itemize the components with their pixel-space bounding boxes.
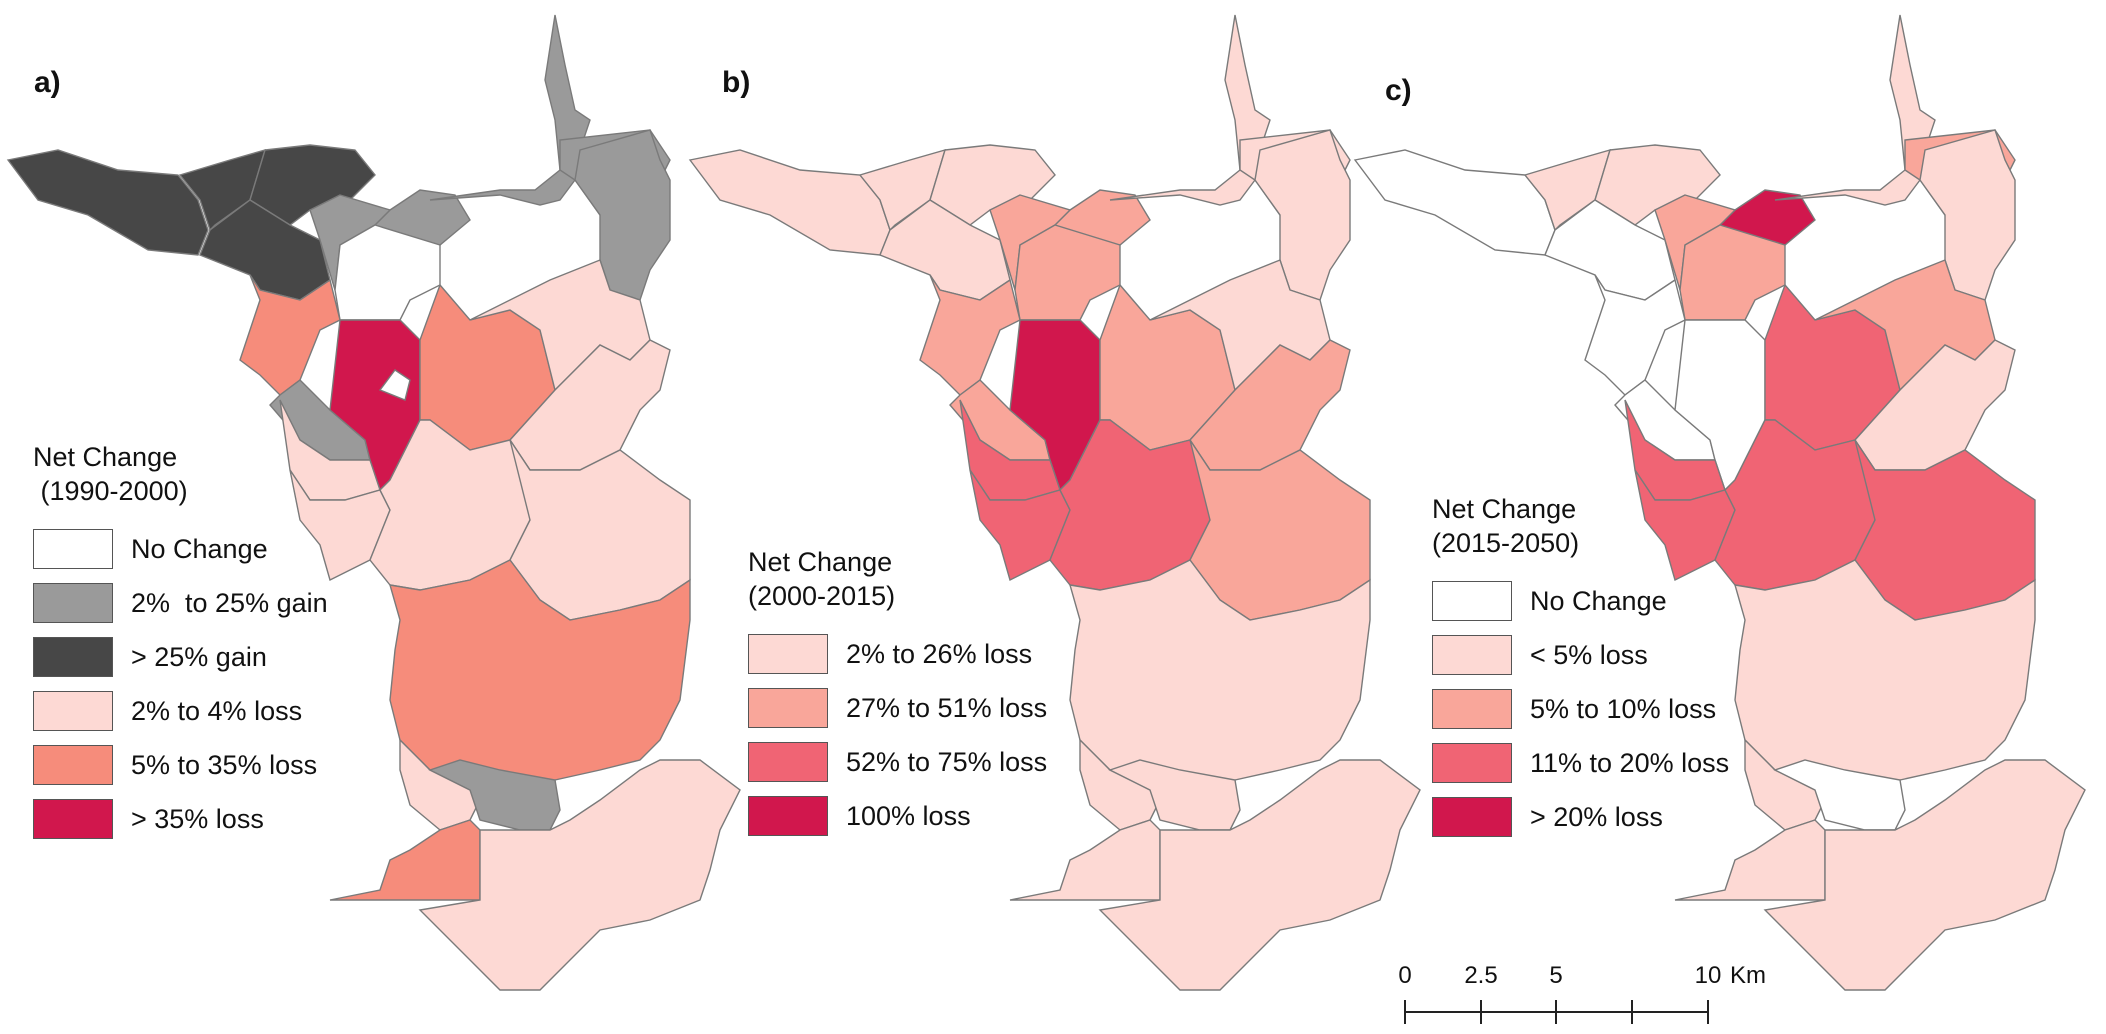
legend-period: (1990-2000) — [33, 476, 188, 506]
district — [1354, 149, 1556, 256]
district — [1109, 14, 1271, 206]
legend-label: 100% loss — [846, 800, 971, 831]
legend-period: (2000-2015) — [748, 581, 896, 611]
legend-swatch — [1432, 689, 1512, 729]
legend-swatch — [1432, 635, 1512, 675]
district — [429, 14, 591, 206]
legend-swatch — [1432, 743, 1512, 783]
legend-title: Net Change — [1432, 494, 1577, 524]
legend-label: 2% to 26% loss — [846, 638, 1033, 669]
legend-label: 2% to 25% gain — [131, 587, 328, 618]
legend-item: 5% to 10% loss — [1432, 682, 1729, 736]
legend-label: 5% to 35% loss — [131, 749, 318, 780]
legend-label: No Change — [1530, 585, 1667, 616]
legend-item: > 25% gain — [33, 630, 328, 684]
legend-swatch — [33, 745, 113, 785]
legend-label: 5% to 10% loss — [1530, 693, 1717, 724]
legend-swatch — [33, 691, 113, 731]
panel-a-map — [7, 14, 741, 991]
scale-tick-label: 5 — [1549, 962, 1563, 989]
panel-label-a: a) — [34, 66, 61, 99]
legend-item: 2% to 26% loss — [748, 627, 1047, 681]
legend-label: > 35% loss — [131, 803, 264, 834]
legend-swatch — [33, 583, 113, 623]
legend-swatch — [748, 796, 828, 836]
legend-swatch — [1432, 797, 1512, 837]
legend-swatch — [1432, 581, 1512, 621]
legend-label: < 5% loss — [1530, 639, 1648, 670]
legend-label: > 20% loss — [1530, 801, 1663, 832]
district — [689, 149, 891, 256]
legend-item: 2% to 25% gain — [33, 576, 328, 630]
scale-tick-label: 10 — [1694, 962, 1722, 989]
panel-label-b: b) — [722, 66, 751, 99]
legend-label: 27% to 51% loss — [846, 692, 1048, 723]
district — [378, 369, 411, 401]
legend-label: > 25% gain — [131, 641, 267, 672]
legend-b: Net Change (2000-2015) 2% to 26% loss 27… — [748, 545, 1047, 843]
scale-bar — [1404, 1000, 1709, 1024]
legend-item: No Change — [1432, 574, 1729, 628]
legend-swatch — [748, 688, 828, 728]
legend-item: 52% to 75% loss — [748, 735, 1047, 789]
panel-b-map — [689, 14, 1421, 991]
legend-label: No Change — [131, 533, 268, 564]
legend-item: 27% to 51% loss — [748, 681, 1047, 735]
legend-item: > 35% loss — [33, 792, 328, 846]
panel-label-c: c) — [1385, 74, 1412, 107]
legend-label: 11% to 20% loss — [1530, 747, 1730, 778]
legend-item: No Change — [33, 522, 328, 576]
legend-swatch — [33, 799, 113, 839]
legend-label: 2% to 4% loss — [131, 695, 303, 726]
legend-c: Net Change (2015-2050) No Change < 5% lo… — [1432, 492, 1729, 844]
legend-item: 11% to 20% loss — [1432, 736, 1729, 790]
legend-item: 2% to 4% loss — [33, 684, 328, 738]
legend-period: (2015-2050) — [1432, 528, 1580, 558]
legend-title: Net Change — [748, 547, 893, 577]
scale-tick-label: 0 — [1398, 962, 1412, 989]
legend-a: Net Change (1990-2000) No Change 2% to 2… — [33, 440, 328, 846]
legend-item: 100% loss — [748, 789, 1047, 843]
legend-item: < 5% loss — [1432, 628, 1729, 682]
legend-title: Net Change — [33, 442, 178, 472]
legend-swatch — [748, 742, 828, 782]
legend-swatch — [33, 637, 113, 677]
scale-unit: Km — [1730, 962, 1766, 989]
district — [1774, 14, 1936, 206]
legend-item: > 20% loss — [1432, 790, 1729, 844]
legend-label: 52% to 75% loss — [846, 746, 1048, 777]
legend-swatch — [748, 634, 828, 674]
district — [329, 819, 481, 901]
legend-item: 5% to 35% loss — [33, 738, 328, 792]
legend-swatch — [33, 529, 113, 569]
scale-tick-label: 2.5 — [1464, 962, 1498, 989]
district — [7, 149, 209, 256]
